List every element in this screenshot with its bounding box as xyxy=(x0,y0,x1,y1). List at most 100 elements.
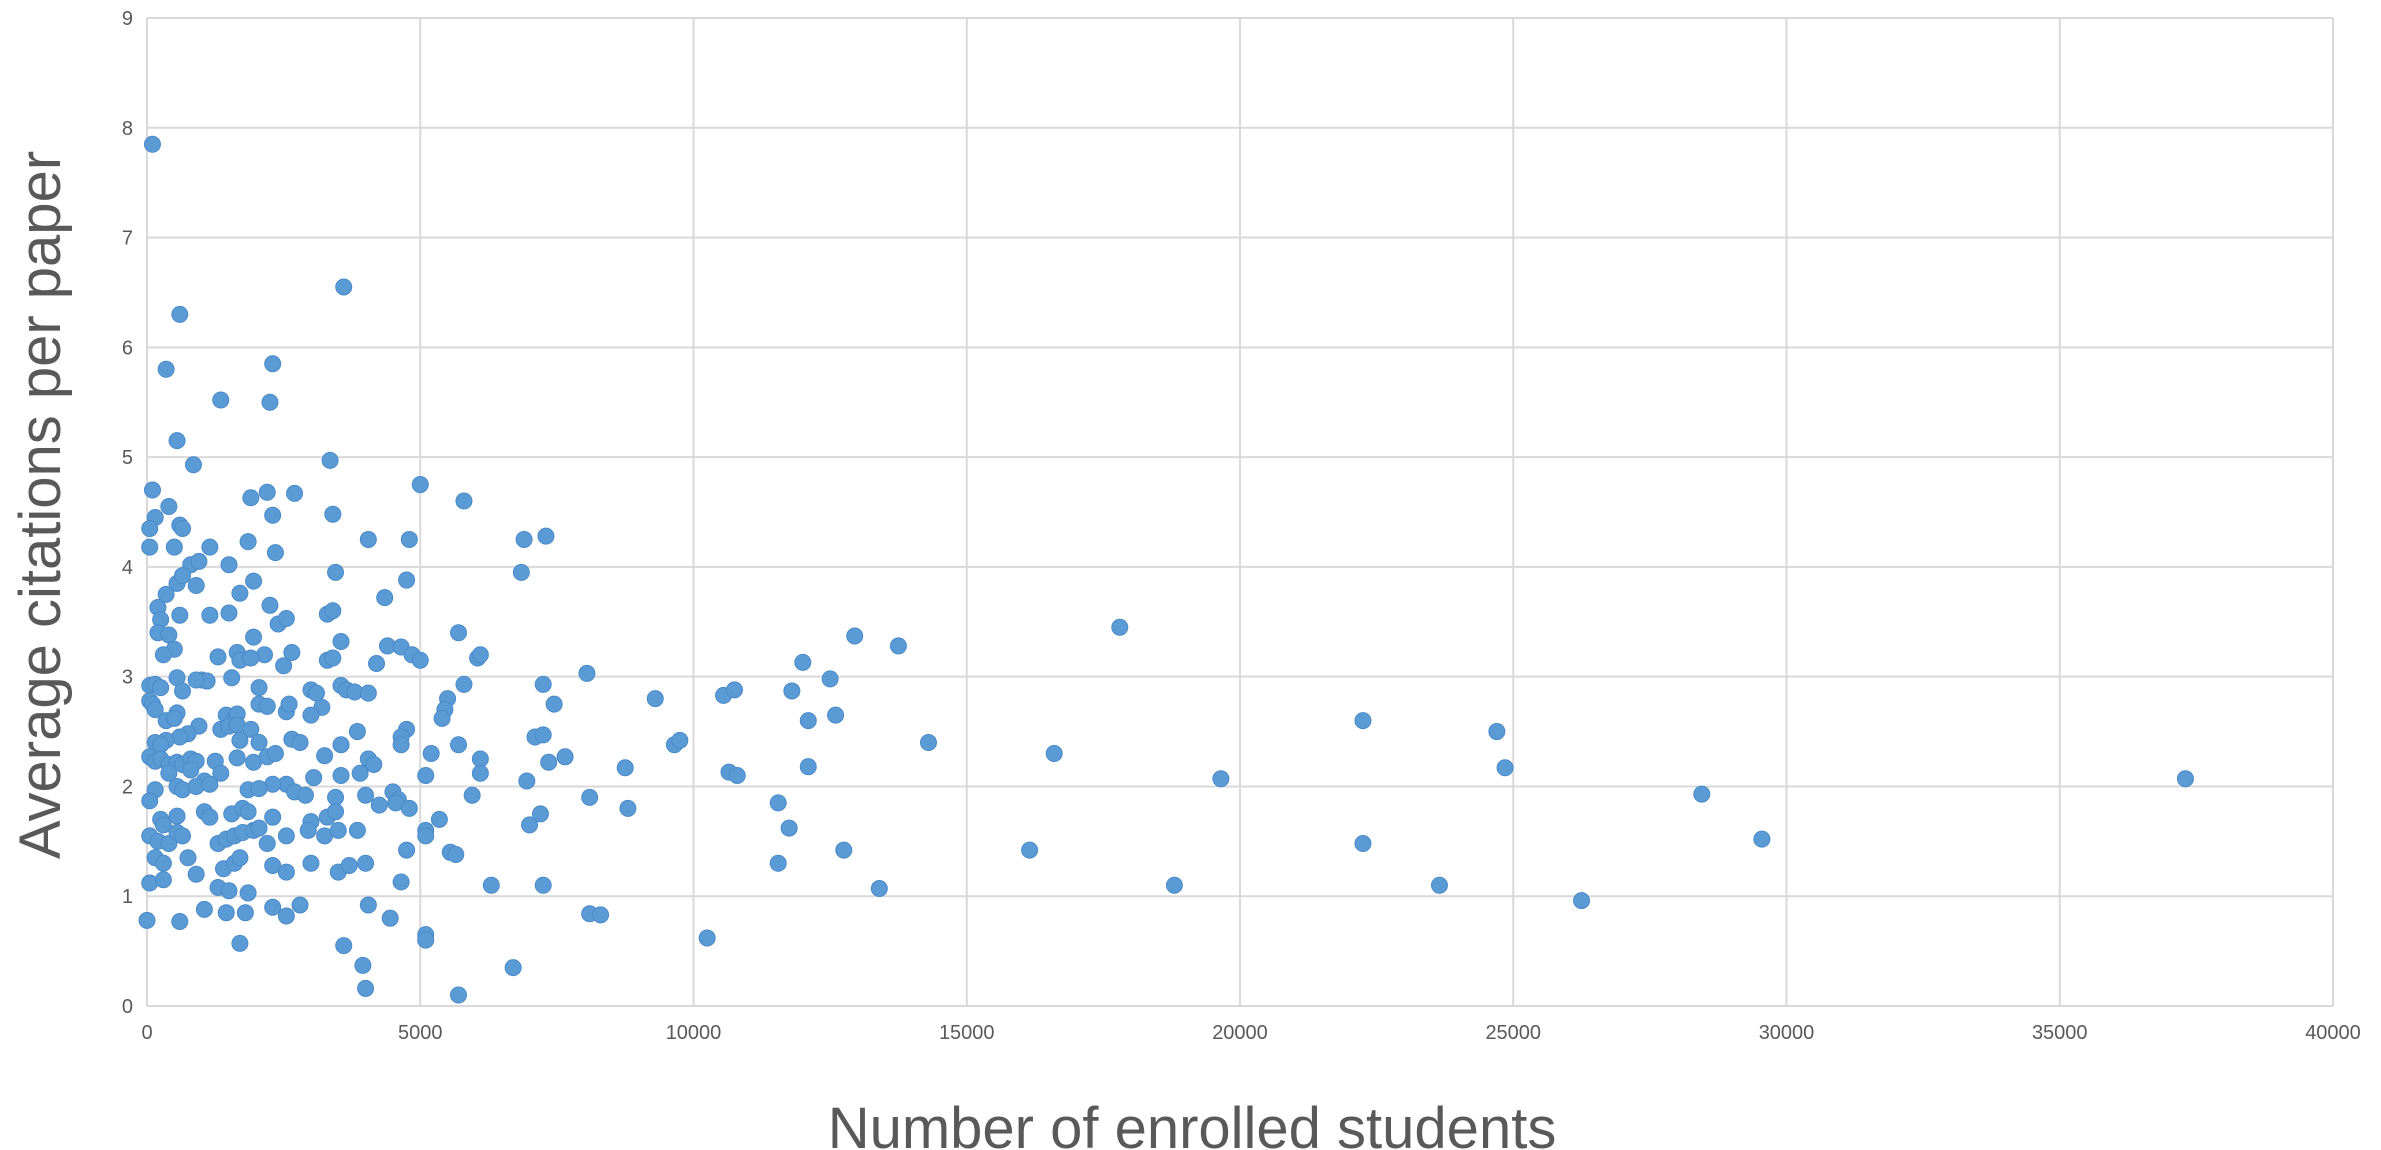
data-point xyxy=(182,761,200,779)
x-tick-label: 25000 xyxy=(1485,1022,1541,1044)
data-point xyxy=(258,835,276,853)
data-point xyxy=(417,766,435,784)
data-point xyxy=(212,764,230,782)
data-point xyxy=(165,538,183,556)
data-point xyxy=(359,896,377,914)
data-point xyxy=(821,670,839,688)
data-point xyxy=(209,648,227,666)
data-point xyxy=(1045,745,1063,763)
x-tick-label: 40000 xyxy=(2305,1022,2361,1044)
data-point xyxy=(283,644,301,662)
data-point xyxy=(168,432,186,450)
x-tick-label: 20000 xyxy=(1212,1022,1268,1044)
data-point xyxy=(919,734,937,752)
data-point xyxy=(518,772,536,790)
data-point xyxy=(242,489,260,507)
data-point xyxy=(411,476,429,494)
data-point xyxy=(324,602,342,620)
data-point xyxy=(277,609,295,627)
data-point xyxy=(534,876,552,894)
data-point xyxy=(332,633,350,651)
data-point xyxy=(471,750,489,768)
data-point xyxy=(846,627,864,645)
data-point xyxy=(275,657,293,675)
data-point xyxy=(332,736,350,754)
data-point xyxy=(154,854,172,872)
data-point xyxy=(165,709,183,727)
data-point xyxy=(521,816,539,834)
data-point xyxy=(417,931,435,949)
data-point xyxy=(351,764,369,782)
data-point xyxy=(187,865,205,883)
data-point xyxy=(231,731,249,749)
data-point xyxy=(335,937,353,955)
data-point xyxy=(302,706,320,724)
data-point xyxy=(799,712,817,730)
data-point xyxy=(422,745,440,763)
data-point xyxy=(261,596,279,614)
x-tick-label: 0 xyxy=(141,1022,152,1044)
data-point xyxy=(187,577,205,595)
data-point xyxy=(201,775,219,793)
data-point xyxy=(671,731,689,749)
data-point xyxy=(154,871,172,889)
data-point xyxy=(171,912,189,930)
data-point xyxy=(277,863,295,881)
data-point xyxy=(160,764,178,782)
data-point xyxy=(769,854,787,872)
data-point xyxy=(179,849,197,867)
data-point xyxy=(201,538,219,556)
data-point xyxy=(201,606,219,624)
y-tick-label: 0 xyxy=(122,996,133,1018)
data-point xyxy=(455,675,473,693)
data-point xyxy=(264,808,282,826)
x-tick-label: 15000 xyxy=(939,1022,995,1044)
data-point xyxy=(291,896,309,914)
data-point xyxy=(266,544,284,562)
data-point xyxy=(556,748,574,766)
x-axis-tick-labels: 0 5000 10000 15000 20000 25000 30000 35000 40000 xyxy=(141,1022,2360,1044)
y-tick-label: 6 xyxy=(122,337,133,359)
data-point xyxy=(239,884,257,902)
data-point xyxy=(783,682,801,700)
data-point xyxy=(889,637,907,655)
data-point xyxy=(359,530,377,548)
data-point xyxy=(212,391,230,409)
data-point xyxy=(340,856,358,874)
y-axis-title: Average citations per paper xyxy=(8,151,73,859)
y-tick-label: 1 xyxy=(122,886,133,908)
data-point xyxy=(531,805,549,823)
data-point xyxy=(455,492,473,510)
data-point xyxy=(236,904,254,922)
data-point xyxy=(357,786,375,804)
data-point xyxy=(1354,712,1372,730)
data-point xyxy=(799,758,817,776)
data-point xyxy=(296,786,314,804)
x-tick-label: 10000 xyxy=(666,1022,722,1044)
data-point xyxy=(515,530,533,548)
data-point xyxy=(482,876,500,894)
data-point xyxy=(302,854,320,872)
data-point xyxy=(398,571,416,589)
y-tick-label: 3 xyxy=(122,667,133,689)
data-point xyxy=(1165,876,1183,894)
data-point xyxy=(581,788,599,806)
data-point xyxy=(195,900,213,918)
data-point xyxy=(1753,830,1771,848)
data-point xyxy=(258,483,276,501)
data-point xyxy=(329,821,347,839)
data-point xyxy=(368,654,386,672)
data-point xyxy=(1488,723,1506,741)
data-point xyxy=(392,873,410,891)
y-tick-label: 4 xyxy=(122,557,133,579)
data-point xyxy=(794,653,812,671)
data-point xyxy=(174,567,192,585)
data-point xyxy=(228,749,246,767)
data-point xyxy=(357,854,375,872)
data-point xyxy=(780,819,798,837)
data-point xyxy=(280,695,298,713)
data-point xyxy=(305,769,323,787)
data-point xyxy=(321,451,339,469)
data-point xyxy=(231,584,249,602)
data-point xyxy=(357,979,375,997)
